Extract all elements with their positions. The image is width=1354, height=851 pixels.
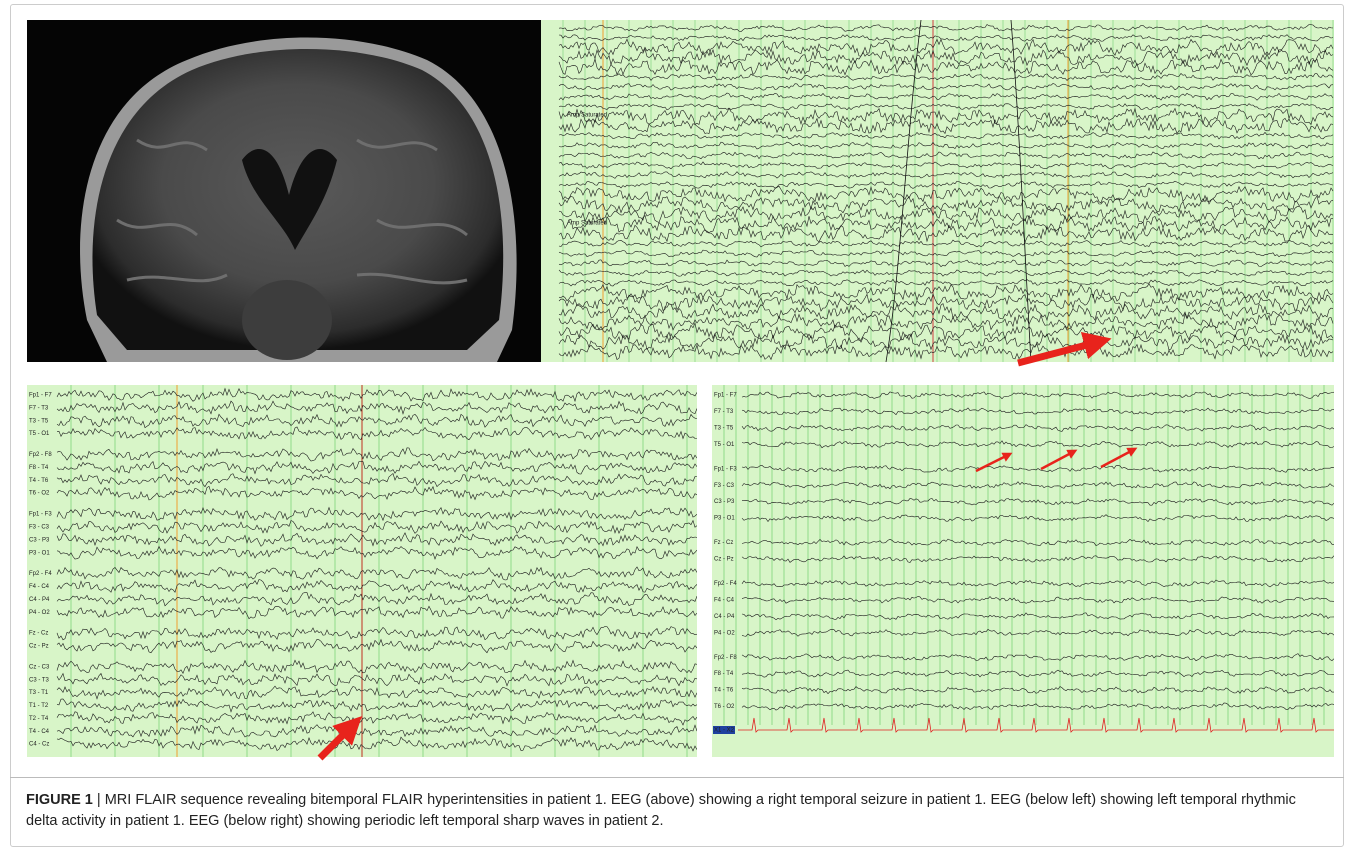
caption-text: MRI FLAIR sequence revealing bitemporal … — [26, 792, 1296, 829]
caption: FIGURE 1 | MRI FLAIR sequence revealing … — [26, 790, 1326, 832]
arrow-layer — [0, 0, 1354, 780]
caption-rule — [10, 777, 1344, 778]
arrows — [320, 342, 1133, 758]
caption-separator: | — [97, 792, 101, 808]
page: Amp SaturatedAmp Saturated Fp1 - F7F7 - … — [0, 0, 1354, 851]
caption-label: FIGURE 1 — [26, 792, 93, 808]
